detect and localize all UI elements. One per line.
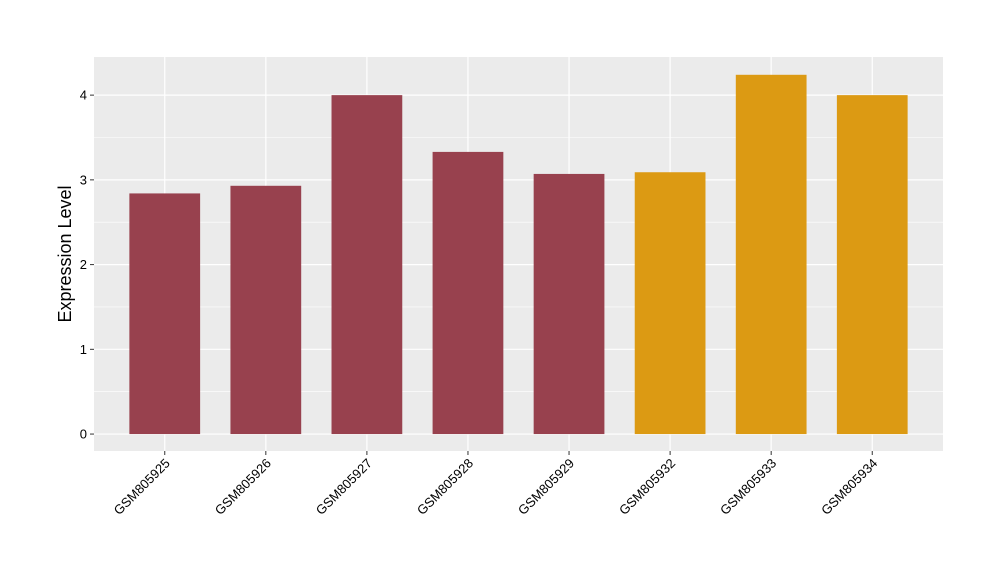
bar-GSM805925 — [129, 193, 201, 435]
y-tick-label: 3 — [80, 172, 87, 187]
bar-GSM805927 — [331, 95, 403, 435]
x-axis: GSM805925 GSM805926 GSM805927 GSM805928 GSM8… — [111, 451, 880, 518]
bar-GSM805933 — [735, 74, 807, 435]
x-tick-label: GSM805926 — [212, 456, 274, 518]
x-tick-label: GSM805925 — [111, 456, 173, 518]
bar-GSM805934 — [836, 95, 908, 435]
y-tick-label: 1 — [80, 342, 87, 357]
y-tick-label: 2 — [80, 257, 87, 272]
bar-GSM805932 — [634, 172, 706, 435]
bar-GSM805929 — [533, 173, 605, 435]
y-axis-title: Expression Level — [55, 185, 75, 322]
y-tick-label: 4 — [80, 88, 87, 103]
x-tick-label: GSM805928 — [414, 456, 476, 518]
bar-GSM805928 — [432, 151, 504, 435]
x-tick-label: GSM805929 — [515, 456, 577, 518]
x-tick-label: GSM805933 — [717, 456, 779, 518]
x-tick-label: GSM805932 — [616, 456, 678, 518]
y-tick-label: 0 — [80, 427, 87, 442]
bars — [129, 74, 908, 435]
bar-GSM805926 — [230, 185, 302, 435]
x-tick-label: GSM805927 — [313, 456, 375, 518]
x-tick-label: GSM805934 — [818, 456, 880, 518]
y-axis: 0 1 2 3 4 — [80, 88, 94, 442]
